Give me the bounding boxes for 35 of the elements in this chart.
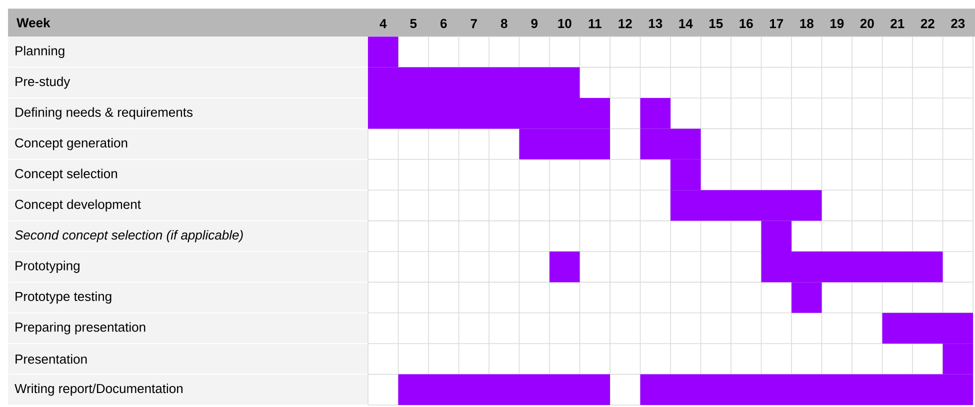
x-tick-label: 18 (800, 18, 814, 28)
y-tick-label: Planning (16, 46, 64, 58)
x-tick-label: 22 (920, 18, 934, 28)
y-tick-label: Prototype testing (16, 291, 112, 304)
bar (398, 374, 610, 406)
x-tick-label: 10 (558, 18, 572, 28)
y-tick-label: Preparing presentation (16, 322, 146, 334)
y-tick-label: Concept generation (15, 138, 128, 150)
y-tick-label: Second concept selection (if applicable) (14, 230, 243, 242)
bar (550, 252, 580, 282)
x-tick-label: 12 (618, 18, 632, 28)
x-tick-label: 5 (410, 19, 417, 28)
x-tick-label: 11 (588, 19, 602, 28)
y-tick-label: Defining needs & requirements (16, 107, 193, 120)
y-tick-label: Concept selection (15, 168, 118, 181)
x-tick-label: 15 (709, 19, 723, 28)
y-tick-label: Prototyping (16, 260, 80, 273)
x-tick-label: 4 (380, 19, 387, 28)
x-tick-label: 16 (740, 18, 753, 28)
x-tick-label: 21 (890, 18, 904, 28)
x-tick-label: 8 (500, 18, 508, 28)
y-tick-label: Presentation (16, 354, 87, 364)
y-tick-label: Concept development (15, 199, 141, 212)
y-tick-label: Pre-study (16, 76, 70, 89)
x-tick-label: 17 (770, 19, 784, 28)
x-tick-label: 23 (951, 18, 965, 28)
x-tick-label: 6 (440, 18, 447, 28)
x-tick-label: 20 (860, 18, 874, 28)
x-tick-label: 14 (679, 19, 693, 28)
x-tick-label: 9 (531, 18, 538, 28)
x-axis-title: Week (16, 18, 50, 28)
x-tick-label: 19 (830, 18, 844, 28)
y-tick-label: Writing report/Documentation (14, 384, 182, 396)
x-tick-label: 7 (470, 19, 477, 28)
x-tick-label: 13 (648, 18, 662, 28)
